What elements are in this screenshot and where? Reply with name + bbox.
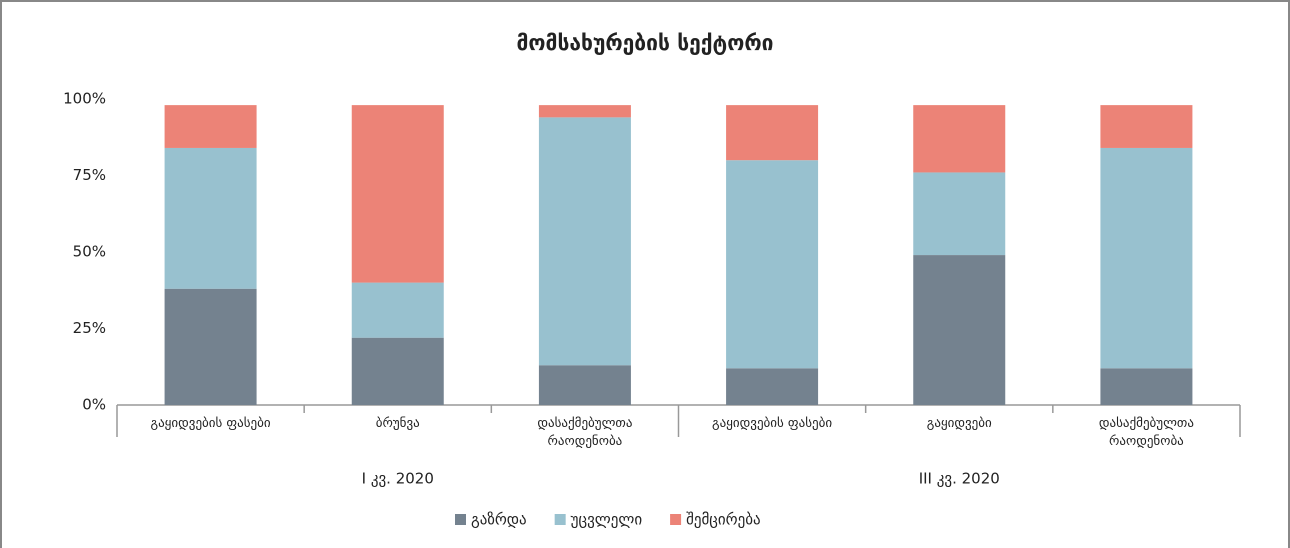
bar-segment (913, 255, 1006, 405)
bar-segment (726, 160, 819, 369)
group-label: I კვ. 2020 (362, 470, 434, 488)
bar-segment (351, 282, 444, 338)
legend-swatch (455, 514, 466, 525)
bar-segment (1100, 147, 1193, 369)
bar-segment (164, 288, 257, 405)
x-tick-label: გაყიდვების ფასები (712, 416, 833, 431)
bar-segment (351, 105, 444, 283)
bar-segment (538, 105, 631, 118)
bar-segment (164, 147, 257, 289)
legend-label: უცვლელი (571, 511, 643, 529)
legend-label: შემცირება (686, 511, 761, 529)
bar-segment (726, 368, 819, 405)
bar-segment (538, 117, 631, 366)
bar-segment (726, 105, 819, 161)
y-tick-label: 75% (73, 166, 106, 184)
x-tick-label: ბრუნვა (375, 416, 420, 431)
bar-segment (1100, 368, 1193, 405)
y-tick-label: 50% (73, 243, 106, 261)
x-tick-label: დასაქმებულთა რაოდენობა (537, 416, 633, 449)
legend-swatch (554, 514, 566, 525)
group-label: III კვ. 2020 (919, 470, 1000, 488)
bar-segment (351, 337, 444, 405)
bar-segment (913, 105, 1006, 173)
x-tick-label: დასაქმებულთა რაოდენობა (1098, 416, 1194, 449)
bar-segment (538, 365, 631, 405)
x-tick-label: გაყიდვები (926, 416, 992, 431)
y-tick-label: 0% (82, 396, 106, 414)
x-tick-label: გაყიდვების ფასები (150, 416, 271, 431)
y-tick-label: 100% (63, 90, 106, 108)
legend-swatch (670, 514, 682, 525)
bar-segment (1100, 105, 1193, 148)
chart-title: მომსახურების სექტორი (516, 31, 773, 55)
bar-segment (913, 172, 1006, 256)
bar-segment (164, 105, 257, 148)
legend-label: გაზრდა (471, 511, 527, 529)
y-tick-label: 25% (73, 319, 106, 337)
